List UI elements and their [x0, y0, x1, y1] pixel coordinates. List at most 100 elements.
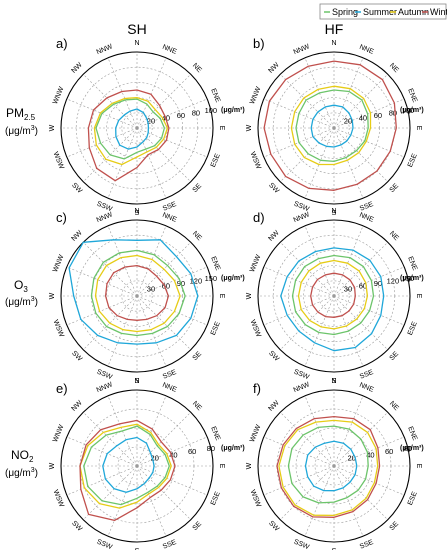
grid-spoke — [333, 98, 405, 129]
radial-tick-label: 20 — [147, 116, 155, 125]
grid-spoke — [136, 465, 191, 520]
radial-unit-label: (μg/m³) — [221, 275, 245, 282]
grid-spoke — [136, 127, 191, 182]
direction-label: N — [331, 208, 336, 215]
grid-spoke — [333, 127, 388, 182]
direction-label: ESE — [407, 153, 419, 169]
grid-spoke — [333, 436, 405, 467]
grid-ring — [121, 280, 153, 312]
grid-spoke — [83, 465, 138, 520]
grid-spoke — [280, 74, 335, 129]
radial-tick-label: 120 — [190, 276, 203, 285]
direction-label: W — [246, 292, 253, 299]
direction-label: N — [331, 378, 336, 385]
legend: Spring Summer Autumn — [319, 3, 447, 20]
direction-label: SSE — [162, 201, 178, 213]
pollutant-label: O3 — [14, 278, 28, 294]
direction-label: SW — [267, 520, 280, 533]
direction-label: E — [218, 294, 225, 299]
direction-label: NW — [268, 61, 281, 74]
series-line-summer — [115, 108, 150, 150]
direction-label: ENE — [406, 426, 418, 442]
grid-spoke — [136, 266, 208, 297]
grid-spoke — [333, 465, 388, 520]
direction-label: S — [135, 210, 140, 217]
grid-spoke — [136, 127, 167, 199]
panel-letter: d) — [253, 210, 265, 225]
direction-label: SE — [389, 182, 401, 194]
grid-ring — [314, 446, 354, 486]
grid-ring — [318, 280, 350, 312]
radial-tick-label: 60 — [162, 282, 170, 291]
series-line-winter — [104, 264, 170, 321]
series-line-summer — [280, 247, 385, 352]
direction-label: NW — [268, 399, 281, 412]
legend-label-spring: Spring — [332, 7, 358, 17]
radial-tick-label: 120 — [387, 276, 400, 285]
direction-label: E — [415, 464, 422, 469]
direction-label: ENE — [209, 88, 221, 104]
panel-letter: e) — [56, 381, 68, 396]
direction-label: WSW — [51, 151, 64, 171]
grid-spoke — [66, 465, 138, 496]
grid-spoke — [66, 436, 138, 467]
grid-spoke — [333, 266, 405, 297]
grid-spoke — [333, 295, 405, 326]
grid-spoke — [136, 295, 167, 367]
direction-label: SSW — [96, 539, 114, 550]
grid-spoke — [304, 465, 335, 537]
panel-letter: a) — [56, 36, 68, 51]
row-label-o3: O3 (μg/m3) — [5, 278, 38, 308]
unit-label: (μg/m3) — [5, 125, 38, 137]
direction-label: NW — [71, 61, 84, 74]
direction-label: NNE — [161, 382, 178, 394]
direction-label: SW — [70, 520, 83, 533]
radial-tick-label: 100 — [402, 106, 415, 115]
direction-label: ESE — [407, 321, 419, 337]
direction-label: ENE — [406, 88, 418, 104]
grid-spoke — [136, 412, 191, 467]
grid-ring — [117, 446, 157, 486]
direction-label: N — [134, 40, 139, 47]
direction-label: NNE — [358, 44, 375, 56]
grid-spoke — [136, 74, 191, 129]
series-line-autumn — [93, 96, 169, 166]
direction-label: SSW — [293, 539, 311, 550]
series-line-spring — [291, 254, 375, 336]
polar-chart-f: f) N NNE NE ENE E ESE SE SSE S SSW SW WSW W WNW NW NNW 20… — [246, 378, 424, 550]
direction-label: WSW — [51, 489, 64, 509]
direction-label: E — [218, 126, 225, 131]
direction-label: E — [415, 294, 422, 299]
grid-spoke — [333, 127, 364, 199]
grid-spoke — [66, 266, 138, 297]
grid-spoke — [66, 127, 138, 158]
direction-label: SE — [389, 350, 401, 362]
direction-label: ESE — [210, 153, 222, 169]
grid-spoke — [136, 225, 167, 297]
grid-spoke — [333, 465, 405, 496]
direction-label: E — [218, 464, 225, 469]
direction-label: S — [332, 210, 337, 217]
series-line-spring — [83, 425, 170, 506]
grid-ring — [121, 112, 153, 144]
grid-spoke — [107, 127, 138, 199]
direction-label: NE — [191, 62, 203, 74]
direction-label: WSW — [248, 319, 261, 339]
grid-spoke — [280, 295, 335, 350]
radial-tick-label: 20 — [348, 454, 356, 463]
radial-unit-label: (μg/m³) — [400, 445, 424, 452]
polar-chart-a: a) NNNENEENEEESESESSESSSWSWWSWWWNWNWNNW20… — [49, 36, 245, 217]
radial-tick-label: 30 — [344, 284, 352, 293]
grid-spoke — [333, 127, 405, 158]
grid-spoke — [136, 395, 167, 467]
direction-label: SSE — [162, 369, 178, 381]
direction-label: SSW — [96, 369, 114, 382]
direction-label: SSE — [162, 539, 178, 550]
direction-label: N — [331, 40, 336, 47]
grid-spoke — [83, 412, 138, 467]
series-line-autumn — [290, 85, 372, 166]
direction-label: S — [332, 548, 337, 550]
radial-tick-label: 40 — [169, 450, 177, 459]
radial-tick-label: 150 — [205, 274, 218, 283]
